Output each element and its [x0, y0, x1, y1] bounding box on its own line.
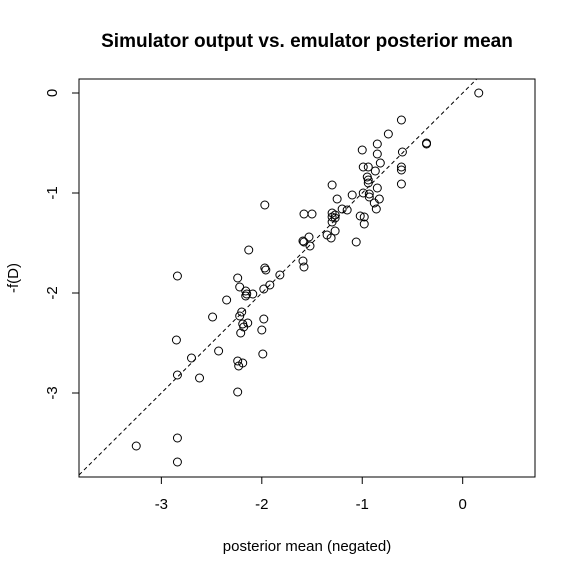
data-point: [235, 282, 245, 292]
data-point: [374, 194, 384, 204]
x-axis: -3 -2 -1 0: [155, 477, 467, 513]
data-point: [364, 189, 374, 199]
data-point: [363, 175, 373, 185]
data-point: [357, 145, 367, 155]
data-point: [337, 204, 347, 214]
x-axis-label: posterior mean (negated): [223, 538, 391, 555]
x-tick-label: 0: [459, 496, 467, 513]
data-point: [222, 295, 232, 305]
data-point: [233, 356, 243, 366]
data-point: [355, 211, 365, 221]
data-point: [299, 209, 309, 219]
data-point: [474, 88, 484, 98]
data-point: [239, 322, 249, 332]
y-axis: -3 -2 -1 0: [44, 89, 79, 400]
data-point: [342, 205, 352, 215]
data-point: [369, 198, 379, 208]
chart-title: Simulator output vs. emulator posterior …: [101, 31, 513, 52]
x-tick-label: -2: [255, 496, 268, 513]
data-point: [330, 226, 340, 236]
data-point: [172, 370, 182, 380]
y-tick-label: -2: [44, 286, 61, 299]
data-point: [326, 233, 336, 243]
data-point: [172, 457, 182, 467]
data-point: [131, 441, 141, 451]
data-point: [358, 162, 368, 172]
data-point: [186, 353, 196, 363]
data-point: [275, 270, 285, 280]
data-point: [327, 208, 337, 218]
data-point: [259, 284, 269, 294]
data-point: [235, 311, 245, 321]
data-point: [358, 188, 368, 198]
data-point: [260, 200, 270, 210]
y-tick-label: -3: [44, 386, 61, 399]
data-point: [332, 194, 342, 204]
data-point: [396, 162, 406, 172]
data-point: [396, 115, 406, 125]
data-point: [214, 346, 224, 356]
data-point: [298, 236, 308, 246]
data-point: [375, 158, 385, 168]
x-tick-label: -3: [155, 496, 168, 513]
data-point: [359, 219, 369, 229]
data-point: [241, 291, 251, 301]
data-points: [131, 88, 484, 467]
data-point: [244, 245, 254, 255]
data-point: [422, 139, 432, 149]
data-point: [372, 183, 382, 193]
data-point: [259, 314, 269, 324]
data-point: [172, 433, 182, 443]
data-point: [208, 312, 218, 322]
data-point: [234, 361, 244, 371]
data-point: [304, 232, 314, 242]
data-point: [371, 204, 381, 214]
data-point: [258, 349, 268, 359]
data-point: [351, 237, 361, 247]
data-point: [370, 166, 380, 176]
data-point: [396, 165, 406, 175]
data-point: [298, 256, 308, 266]
data-point: [364, 192, 374, 202]
data-point: [305, 241, 315, 251]
data-point: [359, 212, 369, 222]
data-point: [242, 289, 252, 299]
data-point: [372, 139, 382, 149]
data-point: [171, 335, 181, 345]
data-point: [257, 325, 267, 335]
data-point: [372, 149, 382, 159]
data-point: [233, 273, 243, 283]
data-point: [327, 217, 337, 227]
data-point: [195, 373, 205, 383]
data-point: [172, 271, 182, 281]
data-point: [347, 190, 357, 200]
data-point: [299, 262, 309, 272]
data-point: [248, 289, 258, 299]
y-tick-label: -1: [44, 186, 61, 199]
data-point: [260, 263, 270, 273]
plot-frame: [78, 78, 536, 478]
data-point: [261, 265, 271, 275]
data-point: [396, 179, 406, 189]
data-point: [327, 180, 337, 190]
data-point: [363, 162, 373, 172]
identity-reference-line: [78, 78, 478, 476]
data-point: [233, 387, 243, 397]
x-tick-label: -1: [356, 496, 369, 513]
data-point: [397, 147, 407, 157]
data-point: [363, 178, 373, 188]
data-point: [236, 328, 246, 338]
y-axis-label: -f(D): [5, 263, 22, 293]
data-point: [307, 209, 317, 219]
y-tick-label: 0: [44, 89, 61, 97]
data-point: [383, 129, 393, 139]
